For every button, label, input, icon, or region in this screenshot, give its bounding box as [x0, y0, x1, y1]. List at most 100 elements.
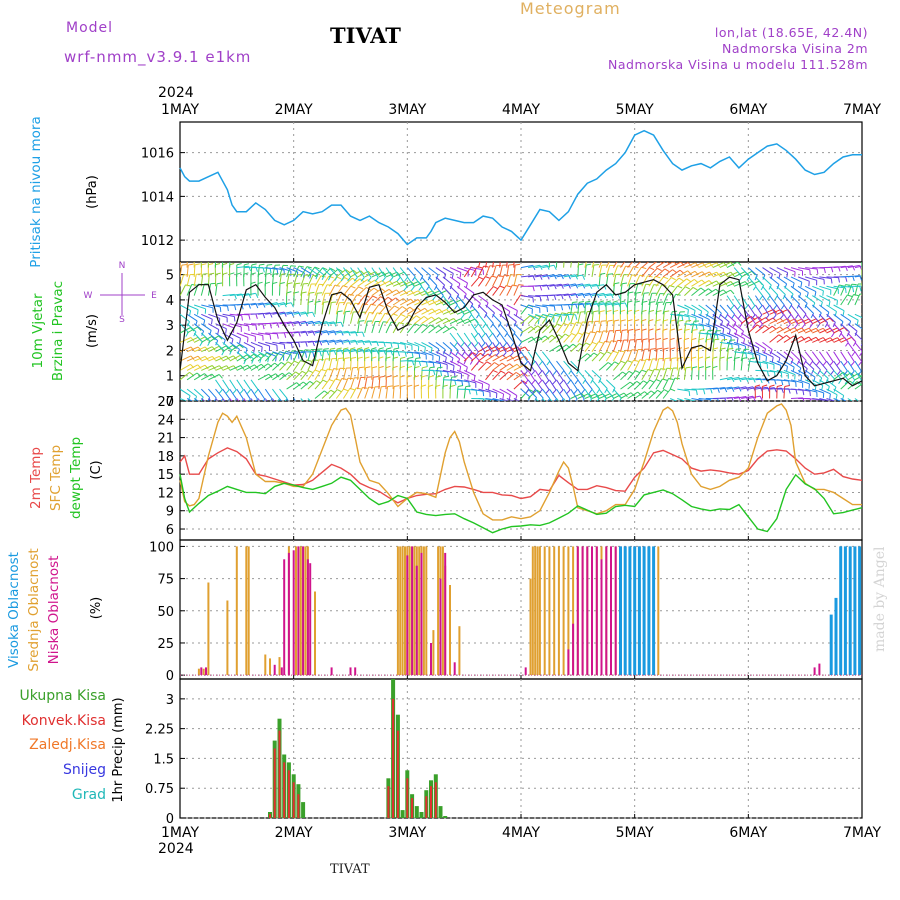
wind-barb	[847, 398, 853, 401]
wind-barb	[662, 269, 673, 278]
wind-barb-flag	[716, 280, 721, 286]
wind-barb	[328, 276, 338, 287]
wind-barb	[534, 398, 539, 401]
wind-barb-flag	[430, 324, 435, 329]
wind-barb-flag	[542, 406, 544, 411]
wind-barb	[307, 369, 316, 381]
wind-barb-flag	[865, 382, 869, 385]
wind-barb	[499, 285, 507, 296]
wind-barb	[584, 370, 594, 380]
wind-barb	[307, 266, 316, 278]
wind-barb-flag	[706, 338, 712, 341]
wind-barb	[847, 323, 858, 332]
wind-barb	[662, 358, 666, 371]
wind-barb-flag	[581, 389, 586, 394]
wind-barb	[634, 283, 639, 296]
wind-barb	[513, 332, 522, 343]
wind-barb	[286, 265, 292, 278]
wind-barb	[463, 369, 476, 377]
wind-barb-flag	[532, 286, 535, 292]
wind-barb	[257, 398, 261, 401]
wind-barb	[698, 332, 711, 335]
wind-barb	[513, 264, 516, 277]
wind-barb	[783, 386, 786, 399]
wind-barb	[861, 360, 862, 362]
wind-barb-flag	[663, 347, 669, 350]
wind-barb-flag	[628, 291, 634, 294]
wind-barb	[676, 358, 679, 371]
wind-barb-flag	[430, 347, 433, 354]
wind-barb-flag	[708, 319, 710, 325]
wind-barb	[527, 388, 537, 398]
wind-barb	[797, 379, 810, 385]
wind-barb	[641, 293, 645, 306]
wind-barb-flag	[481, 333, 486, 338]
wind-barb-flag	[225, 345, 230, 350]
wind-barb	[527, 351, 536, 362]
wind-barb-flag	[537, 319, 540, 325]
wind-barb-flag	[544, 335, 550, 340]
wind-barb-flag	[515, 263, 521, 266]
cloud-bar	[531, 546, 534, 676]
wind-barb-flag	[553, 294, 557, 301]
cloud-bar	[538, 546, 541, 676]
wind-barb	[250, 341, 263, 348]
wind-barb-flag	[531, 380, 536, 385]
wind-barb	[236, 354, 248, 362]
panel-frame-cloud	[179, 539, 863, 680]
wind-barb-flag	[677, 328, 683, 331]
wind-barb-flag	[460, 318, 465, 323]
wind-barb	[726, 341, 739, 346]
wind-barb	[342, 377, 349, 390]
wind-barb-flag	[290, 302, 294, 308]
wind-barb-flag	[451, 376, 457, 378]
wind-barb	[321, 389, 332, 399]
wind-barb-flag	[600, 272, 606, 275]
wind-barb-flag	[572, 255, 577, 256]
wind-barb	[570, 262, 572, 268]
model-name: wrf-nmm_v3.9.1 e1km	[64, 48, 252, 66]
wind-barb-flag	[567, 379, 571, 385]
wind-barb	[740, 280, 753, 287]
wind-barb-flag	[208, 263, 214, 266]
cloud-bar	[226, 600, 229, 676]
wind-barb	[499, 342, 507, 353]
wind-barb-flag	[305, 341, 308, 347]
wind-barb	[641, 339, 644, 352]
wind-barb-flag	[751, 314, 756, 320]
wind-barb-flag	[750, 357, 756, 360]
wind-barb	[612, 265, 619, 278]
wind-barb	[492, 265, 497, 278]
wind-barb	[605, 262, 610, 268]
wind-barb-flag	[532, 388, 536, 394]
wind-barb	[470, 304, 480, 315]
wind-barb-flag	[668, 378, 674, 380]
wind-barb	[542, 334, 553, 343]
wind-barb	[335, 349, 338, 362]
wind-barb	[300, 320, 313, 325]
wind-barb-flag	[230, 254, 235, 255]
wind-barb	[620, 360, 628, 371]
wind-barb	[407, 290, 419, 297]
wind-barb	[798, 267, 810, 271]
wind-barb	[371, 267, 379, 278]
wind-barb	[400, 341, 413, 346]
wind-barb	[392, 267, 401, 278]
wind-barb	[428, 267, 439, 276]
wind-barb	[584, 283, 597, 287]
wind-barb-flag	[437, 366, 443, 369]
wind-barb-flag	[838, 277, 840, 283]
wind-barb-flag	[225, 389, 230, 394]
wind-barb	[613, 302, 626, 306]
wind-barb	[684, 262, 696, 269]
wind-barb	[449, 332, 458, 343]
wind-barb-flag	[513, 321, 517, 327]
wind-barb-flag	[218, 335, 223, 340]
wind-barb	[371, 349, 384, 353]
wind-barb	[300, 267, 312, 275]
wind-barb	[598, 330, 604, 343]
wind-barb	[861, 388, 862, 390]
wind-barb	[741, 341, 753, 348]
wind-barb	[385, 321, 392, 334]
wind-barb-flag	[404, 344, 406, 350]
